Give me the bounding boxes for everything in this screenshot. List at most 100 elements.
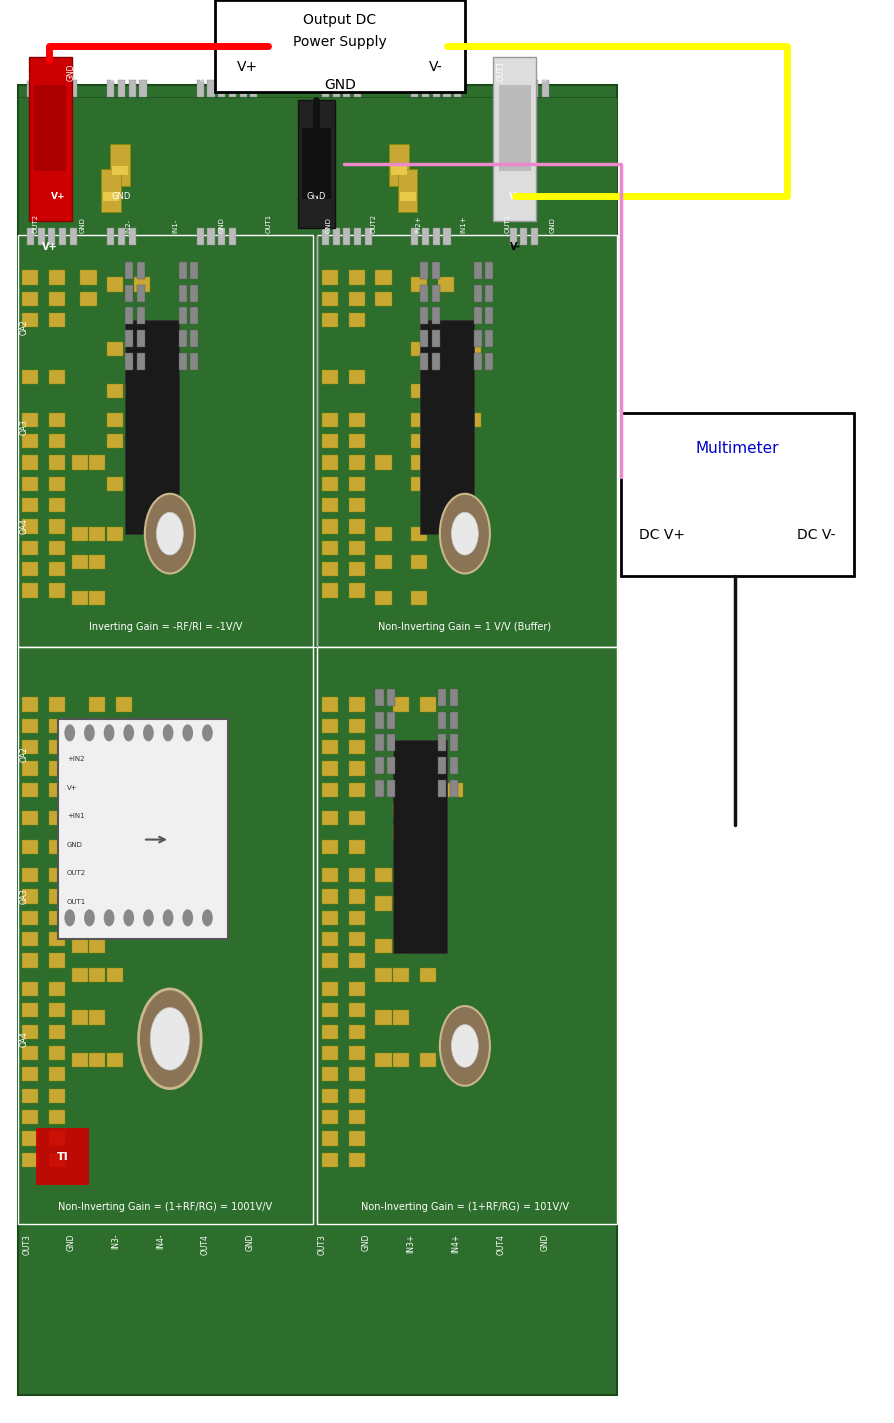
Bar <box>49 370 65 384</box>
Bar <box>49 562 65 576</box>
Bar <box>387 757 395 774</box>
Bar <box>349 761 365 776</box>
Bar <box>393 697 409 712</box>
Bar <box>215 0 465 92</box>
Bar <box>80 292 97 306</box>
Bar <box>349 840 365 854</box>
Bar <box>49 1110 65 1124</box>
Circle shape <box>145 494 195 573</box>
Bar <box>322 911 338 925</box>
Text: OUT1: OUT1 <box>67 898 87 905</box>
Bar <box>70 80 77 97</box>
Bar <box>322 868 338 882</box>
Bar <box>411 80 418 97</box>
Bar <box>49 313 65 327</box>
Bar <box>49 911 65 925</box>
Bar <box>349 583 365 598</box>
Bar <box>375 591 392 605</box>
Text: OA4: OA4 <box>20 1030 29 1047</box>
Bar <box>322 1046 338 1060</box>
Bar <box>58 719 228 939</box>
Bar <box>322 80 329 97</box>
Bar <box>49 1089 65 1103</box>
Bar <box>22 761 38 776</box>
Circle shape <box>123 724 134 741</box>
Bar <box>218 80 225 97</box>
Bar <box>333 228 340 245</box>
Bar <box>49 1131 65 1146</box>
Bar <box>116 783 132 797</box>
Bar <box>450 689 458 706</box>
Text: Non-Inverting Gain = 1 V/V (Buffer): Non-Inverting Gain = 1 V/V (Buffer) <box>378 622 552 632</box>
Bar <box>349 413 365 427</box>
Bar <box>22 270 38 285</box>
Bar <box>179 330 187 347</box>
Bar <box>349 697 365 712</box>
Bar <box>137 307 145 324</box>
Bar <box>107 968 123 982</box>
Text: OUT2: OUT2 <box>371 215 376 233</box>
Bar <box>438 277 454 292</box>
Bar <box>322 541 338 555</box>
Bar <box>72 939 88 953</box>
Bar <box>411 277 427 292</box>
Bar <box>229 228 236 245</box>
Bar <box>432 285 440 302</box>
Bar <box>531 80 538 97</box>
Text: OUT2: OUT2 <box>22 60 31 81</box>
Bar <box>411 477 427 491</box>
Bar <box>59 228 66 245</box>
Bar <box>438 342 454 356</box>
Bar <box>22 868 38 882</box>
Bar <box>375 292 392 306</box>
Bar <box>207 80 215 97</box>
Bar <box>190 307 198 324</box>
Circle shape <box>156 1025 183 1067</box>
Bar <box>349 1025 365 1039</box>
Bar <box>343 228 350 245</box>
Bar <box>22 1046 38 1060</box>
Bar <box>179 353 187 370</box>
Text: GND: GND <box>550 218 555 233</box>
Circle shape <box>163 909 173 926</box>
Text: GND: GND <box>541 1234 550 1251</box>
Bar <box>349 1003 365 1017</box>
Text: V-: V- <box>509 192 519 201</box>
Bar <box>137 285 145 302</box>
Text: OUT2: OUT2 <box>362 60 371 81</box>
Text: V+: V+ <box>237 60 258 74</box>
Bar <box>89 747 105 761</box>
Text: V+: V+ <box>67 784 78 791</box>
Text: IN1-: IN1- <box>173 219 178 233</box>
Bar <box>116 747 132 761</box>
Bar <box>432 330 440 347</box>
Text: DC V+: DC V+ <box>639 528 685 542</box>
Bar <box>389 144 409 186</box>
Bar <box>22 1089 38 1103</box>
Text: OUT1: OUT1 <box>505 213 510 233</box>
Bar <box>22 541 38 555</box>
Bar <box>89 939 105 953</box>
Bar <box>322 697 338 712</box>
Bar <box>49 840 65 854</box>
Bar <box>411 591 427 605</box>
Bar <box>349 1046 365 1060</box>
Bar <box>375 455 392 470</box>
Bar <box>322 953 338 968</box>
Bar <box>349 434 365 448</box>
Text: OUT1: OUT1 <box>246 60 255 81</box>
Bar <box>499 85 531 171</box>
Bar <box>333 80 340 97</box>
Bar <box>240 80 247 97</box>
Text: IN2+: IN2+ <box>416 216 421 233</box>
Bar <box>322 811 338 825</box>
Text: IN2-: IN2- <box>112 65 121 81</box>
Bar <box>474 353 482 370</box>
Bar <box>354 228 361 245</box>
Text: GND: GND <box>67 64 76 81</box>
Bar <box>72 527 88 541</box>
Bar <box>465 342 481 356</box>
Text: +IN2: +IN2 <box>67 756 85 763</box>
Text: V-: V- <box>429 60 443 74</box>
Bar <box>22 519 38 534</box>
